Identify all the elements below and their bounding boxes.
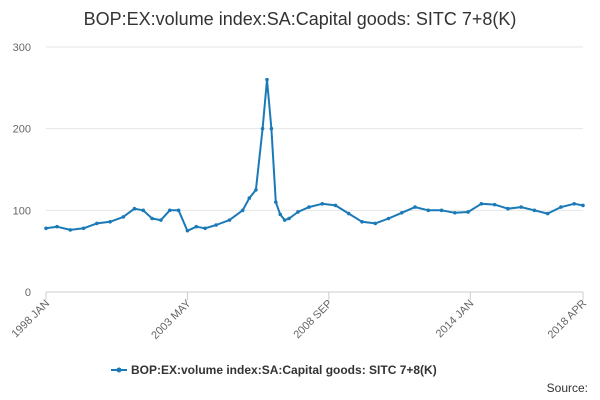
data-point[interactable] <box>55 224 59 229</box>
data-point[interactable] <box>559 205 563 209</box>
data-point[interactable] <box>132 206 137 211</box>
data-point[interactable] <box>176 208 181 213</box>
series-line <box>45 78 584 232</box>
data-point[interactable] <box>44 226 48 231</box>
y-tick-label: 0 <box>25 287 31 299</box>
data-point[interactable] <box>346 211 351 216</box>
y-tick-label: 100 <box>13 205 31 217</box>
data-point[interactable] <box>572 202 576 206</box>
data-point[interactable] <box>413 205 417 209</box>
data-point[interactable] <box>466 210 470 214</box>
data-point[interactable] <box>519 205 523 209</box>
data-point[interactable] <box>320 202 325 206</box>
data-point[interactable] <box>141 208 146 213</box>
data-point[interactable] <box>453 210 457 215</box>
x-tick-label: 2003 MAY <box>149 297 194 342</box>
data-point[interactable] <box>386 216 391 221</box>
data-point[interactable] <box>296 210 300 214</box>
data-point[interactable] <box>247 196 252 200</box>
data-point[interactable] <box>282 218 287 222</box>
x-tick-label: 1998 JAN <box>9 298 52 341</box>
data-point[interactable] <box>274 200 278 204</box>
data-point[interactable] <box>545 211 550 216</box>
data-point[interactable] <box>227 218 232 222</box>
data-point[interactable] <box>439 208 444 213</box>
series-group <box>44 77 585 233</box>
data-point[interactable] <box>532 208 537 213</box>
x-tick-label: 2014 JAN <box>434 298 477 341</box>
data-point[interactable] <box>167 208 172 213</box>
data-point[interactable] <box>254 188 258 192</box>
data-point[interactable] <box>159 218 163 222</box>
data-point[interactable] <box>506 206 510 211</box>
legend-swatch-marker <box>116 367 122 373</box>
data-point[interactable] <box>479 202 484 206</box>
data-point[interactable] <box>373 221 378 226</box>
data-point[interactable] <box>150 216 154 221</box>
y-axis-ticks: 0 100 200 300 <box>13 42 31 299</box>
data-point[interactable] <box>214 223 218 227</box>
data-point[interactable] <box>265 77 269 82</box>
legend[interactable]: BOP:EX:volume index:SA:Capital goods: SI… <box>111 363 437 377</box>
data-point[interactable] <box>81 226 86 231</box>
x-tick-label: 2018 APR <box>546 298 590 342</box>
data-point[interactable] <box>95 221 99 226</box>
data-point[interactable] <box>260 126 265 131</box>
data-point[interactable] <box>108 219 112 224</box>
data-point[interactable] <box>426 208 431 213</box>
data-point[interactable] <box>399 210 404 215</box>
chart-title: BOP:EX:volume index:SA:Capital goods: SI… <box>84 9 517 29</box>
data-point[interactable] <box>278 212 283 217</box>
data-point[interactable] <box>581 203 585 208</box>
y-tick-label: 300 <box>13 42 31 54</box>
x-axis-ticks: 1998 JAN 2003 MAY 2008 SEP 2014 JAN 2018 APR <box>9 292 589 342</box>
data-point[interactable] <box>269 126 274 131</box>
data-point[interactable] <box>68 228 73 232</box>
data-point[interactable] <box>360 219 364 224</box>
source-label: Source: <box>547 381 588 395</box>
data-point[interactable] <box>240 208 245 213</box>
data-point[interactable] <box>194 224 199 229</box>
data-point[interactable] <box>203 226 207 231</box>
data-point[interactable] <box>307 205 311 209</box>
y-tick-label: 200 <box>13 124 31 136</box>
data-point[interactable] <box>185 228 190 233</box>
data-point[interactable] <box>287 216 291 221</box>
legend-item-label[interactable]: BOP:EX:volume index:SA:Capital goods: SI… <box>131 363 437 377</box>
gridlines <box>46 46 583 211</box>
x-tick-label: 2008 SEP <box>291 298 335 342</box>
data-point[interactable] <box>121 215 126 219</box>
data-point[interactable] <box>492 202 497 207</box>
data-point[interactable] <box>333 203 338 208</box>
